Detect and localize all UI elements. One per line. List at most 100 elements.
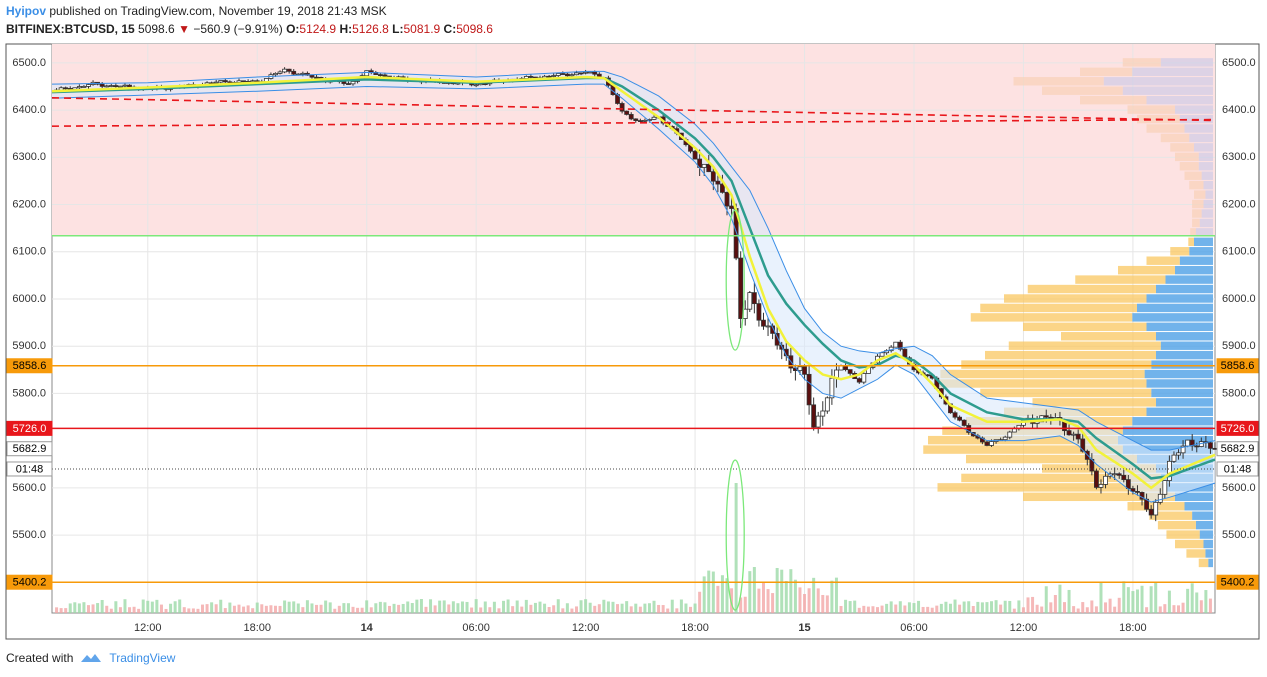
- y-tick-label-left: 6200.0: [12, 198, 46, 210]
- volume-bar: [1108, 598, 1112, 613]
- publish-text: published on TradingView.com, November 1…: [49, 4, 387, 18]
- volume-bar: [337, 605, 341, 613]
- volume-bar: [935, 605, 939, 613]
- candle-body: [802, 366, 807, 375]
- candle-body: [720, 183, 725, 193]
- volume-bar: [155, 599, 159, 613]
- low-label: L:: [392, 22, 404, 36]
- candle-body: [761, 319, 766, 327]
- candle-body: [350, 81, 356, 85]
- volume-bar: [757, 588, 761, 613]
- profile-sell-bar: [1156, 284, 1213, 294]
- volume-bar: [771, 593, 775, 613]
- candle-body: [99, 83, 105, 87]
- volume-bar: [789, 569, 793, 613]
- profile-buy-bar: [1004, 294, 1147, 303]
- volume-bar: [862, 605, 866, 613]
- volume-bar: [497, 608, 501, 613]
- volume-bar: [958, 604, 962, 613]
- x-tick-label: 18:00: [681, 622, 709, 634]
- volume-bar: [839, 605, 843, 613]
- profile-sell-bar: [1151, 388, 1213, 398]
- price-badge-right: [1216, 461, 1259, 477]
- profile-buy-bar: [1170, 247, 1190, 256]
- candle-body: [1116, 473, 1122, 476]
- band-upper-line: [51, 70, 1216, 451]
- candle-body: [715, 180, 721, 185]
- volume-bar: [137, 608, 141, 613]
- volume-bar: [616, 604, 620, 613]
- low-value: 5081.9: [403, 22, 441, 36]
- candle-body: [564, 73, 570, 77]
- volume-bar: [214, 604, 218, 613]
- volume-bar: [990, 601, 994, 613]
- profile-buy-bar: [1027, 284, 1156, 294]
- volume-bar: [319, 604, 323, 613]
- profile-sell-bar: [1201, 209, 1213, 218]
- volume-bar: [146, 600, 150, 613]
- volume-bar: [948, 603, 952, 613]
- candle-body: [710, 171, 716, 182]
- volume-bar: [980, 602, 984, 613]
- profile-sell-bar: [1194, 143, 1213, 152]
- volume-bar: [159, 604, 163, 613]
- volume-bar: [679, 599, 683, 613]
- profile-buy-bar: [980, 388, 1152, 398]
- candle-body: [241, 80, 246, 83]
- candle-body: [957, 416, 962, 421]
- volume-bar: [150, 601, 154, 613]
- volume-bar: [661, 605, 665, 613]
- profile-sell-bar: [1189, 247, 1213, 256]
- volume-bar: [953, 599, 957, 613]
- tradingview-link[interactable]: TradingView: [109, 651, 176, 665]
- profile-buy-bar: [1192, 199, 1204, 209]
- profile-buy-bar: [1194, 190, 1206, 199]
- volume-bar: [907, 602, 911, 613]
- volume-bar: [141, 599, 145, 613]
- volume-bar: [283, 600, 287, 613]
- volume-bar: [287, 601, 291, 613]
- volume-bar: [652, 600, 656, 613]
- profile-buy-bar: [1013, 77, 1104, 86]
- candle-body: [218, 80, 224, 83]
- volume-bar: [1062, 602, 1066, 613]
- symbol-label[interactable]: BITFINEX:BTCUSD, 15: [6, 22, 135, 36]
- price-badge-right: [1216, 574, 1259, 590]
- candle-body: [277, 71, 283, 74]
- volume-bar: [748, 571, 752, 613]
- volume-bar: [1085, 607, 1089, 613]
- candle-body: [81, 86, 87, 88]
- candle-body: [1157, 493, 1163, 503]
- volume-bar: [1113, 606, 1117, 613]
- volume-bar: [807, 588, 811, 613]
- candle-body: [751, 292, 757, 305]
- profile-sell-bar: [1146, 294, 1213, 303]
- candle-body: [213, 81, 219, 84]
- candle-body: [482, 83, 488, 85]
- volume-bar: [634, 603, 638, 613]
- volume-bar: [356, 607, 360, 613]
- volume-bar: [1208, 598, 1212, 613]
- volume-bar: [848, 601, 852, 613]
- y-tick-label-left: 6400.0: [12, 104, 46, 116]
- profile-buy-bar: [1146, 256, 1180, 265]
- candle-body: [765, 325, 771, 328]
- profile-sell-bar: [1103, 77, 1213, 86]
- candle-body: [127, 84, 132, 88]
- volume-bar: [866, 606, 870, 613]
- volume-bar: [1067, 589, 1071, 613]
- candle-body: [551, 75, 557, 77]
- volume-bar: [1117, 597, 1121, 613]
- author-link[interactable]: Hyipov: [6, 4, 47, 18]
- candle-body: [286, 68, 292, 72]
- candle-body: [797, 366, 803, 371]
- candle-body: [523, 76, 529, 79]
- volume-bar: [310, 603, 314, 613]
- volume-bar: [178, 599, 182, 613]
- candle-body: [104, 85, 110, 88]
- volume-bar: [853, 600, 857, 613]
- price-badge-text-right: 5858.6: [1221, 360, 1255, 372]
- trendline: [51, 118, 1216, 127]
- candle-body: [820, 410, 826, 417]
